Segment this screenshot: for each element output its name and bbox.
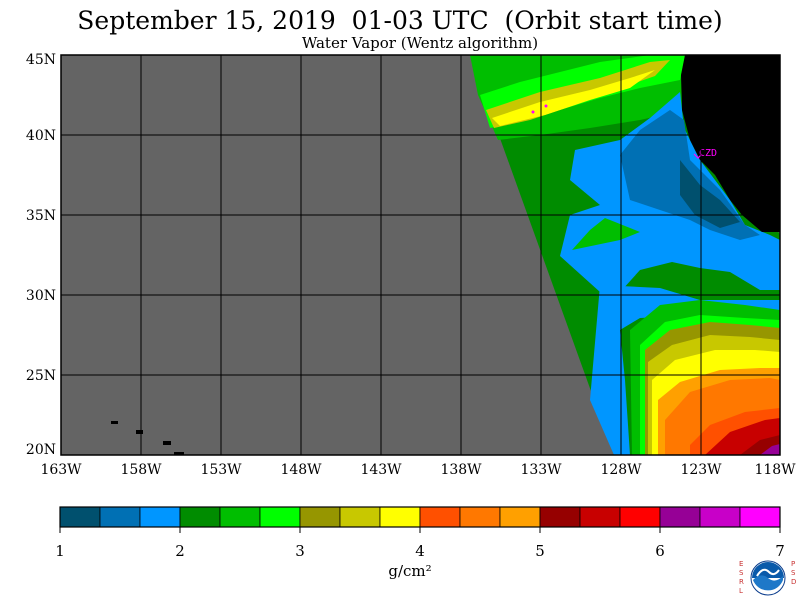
lat-label-35n: 35N — [25, 208, 56, 224]
colorbar-swatch — [59, 506, 101, 528]
lat-label-25n: 25N — [25, 368, 56, 384]
svg-text:CZD: CZD — [699, 148, 717, 159]
colorbar-swatch — [579, 506, 621, 528]
colorbar-swatch — [259, 506, 301, 528]
lon-label-163w: 163W — [40, 462, 82, 478]
svg-text:E: E — [739, 560, 743, 568]
lon-label-128w: 128W — [600, 462, 642, 478]
colorbar-tick-7: 7 — [775, 542, 785, 560]
colorbar-swatch — [299, 506, 341, 528]
colorbar-swatch — [459, 506, 501, 528]
colorbar-swatch — [619, 506, 661, 528]
lat-label-30n: 30N — [25, 288, 56, 304]
lon-label-148w: 148W — [280, 462, 322, 478]
map-frame — [60, 54, 781, 456]
colorbar — [59, 506, 781, 533]
lat-label-40n: 40N — [25, 128, 56, 144]
lon-label-138w: 138W — [440, 462, 482, 478]
noaa-esrl-psd-logo: E S R L P S D — [739, 560, 796, 596]
lon-label-158w: 158W — [120, 462, 162, 478]
colorbar-swatch — [699, 506, 741, 528]
colorbar-tick-5: 5 — [535, 542, 545, 560]
lon-label-143w: 143W — [360, 462, 402, 478]
svg-text:S: S — [739, 569, 744, 577]
colorbar-tick-6: 6 — [655, 542, 665, 560]
colorbar-swatch — [499, 506, 541, 528]
svg-text:P: P — [791, 560, 795, 568]
colorbar-tick-3: 3 — [295, 542, 305, 560]
svg-text:D: D — [791, 578, 796, 586]
colorbar-swatch — [219, 506, 261, 528]
lon-label-133w: 133W — [520, 462, 562, 478]
lon-label-153w: 153W — [200, 462, 242, 478]
lon-label-123w: 123W — [680, 462, 722, 478]
colorbar-tick-4: 4 — [415, 542, 425, 560]
colorbar-swatch — [739, 506, 781, 528]
lon-label-118w: 118W — [754, 462, 796, 478]
colorbar-swatch — [99, 506, 141, 528]
colorbar-swatch — [179, 506, 221, 528]
colorbar-swatch — [339, 506, 381, 528]
colorbar-swatch — [139, 506, 181, 528]
colorbar-unit: g/cm² — [388, 562, 432, 580]
lat-label-20n: 20N — [25, 442, 56, 458]
map-title: September 15, 2019 01-03 UTC (Orbit star… — [77, 6, 723, 35]
colorbar-swatch — [659, 506, 701, 528]
lat-label-45n: 45N — [25, 52, 56, 68]
map-subtitle: Water Vapor (Wentz algorithm) — [301, 34, 539, 52]
svg-text:R: R — [739, 578, 744, 586]
colorbar-tick-1: 1 — [55, 542, 65, 560]
svg-text:S: S — [791, 569, 796, 577]
colorbar-swatch — [539, 506, 581, 528]
lat-lon-grid — [61, 55, 780, 455]
colorbar-swatch — [419, 506, 461, 528]
north-america-landmass — [681, 55, 780, 232]
hawaiian-islands — [111, 421, 184, 455]
colorbar-swatch — [379, 506, 421, 528]
svg-text:L: L — [739, 587, 743, 595]
colorbar-tick-2: 2 — [175, 542, 185, 560]
